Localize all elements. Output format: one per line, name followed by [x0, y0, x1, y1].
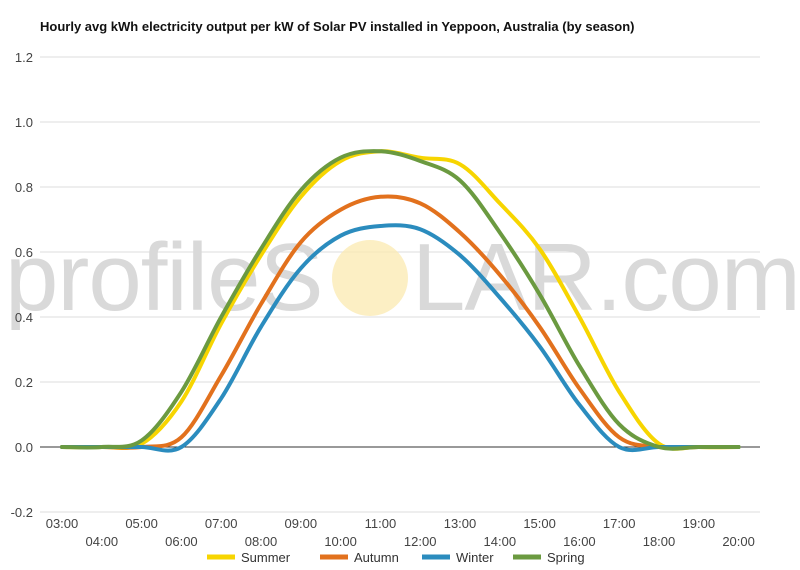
x-tick-label: 14:00	[484, 534, 517, 549]
x-tick-label: 07:00	[205, 516, 238, 531]
legend-label: Autumn	[354, 550, 399, 565]
y-tick-label: 1.0	[15, 115, 33, 130]
watermark: profileS LAR.com	[5, 224, 800, 331]
x-tick-label: 08:00	[245, 534, 278, 549]
legend-label: Summer	[241, 550, 291, 565]
y-tick-label: 1.2	[15, 50, 33, 65]
legend-label: Spring	[547, 550, 585, 565]
watermark-text-right: LAR.com	[412, 224, 800, 331]
x-tick-label: 03:00	[46, 516, 79, 531]
series-line-winter	[60, 223, 741, 453]
x-tick-label: 17:00	[603, 516, 636, 531]
x-tick-label: 05:00	[125, 516, 158, 531]
x-tick-label: 12:00	[404, 534, 437, 549]
x-axis: 03:00 04:00 05:00 06:00 07:00 08:00 09:00 10:00…	[46, 516, 755, 549]
x-tick-label: 04:00	[86, 534, 119, 549]
grid-lines	[40, 56, 760, 513]
legend-item-summer: Summer	[207, 550, 291, 565]
y-tick-label: -0.2	[11, 505, 33, 520]
series-lines	[60, 149, 741, 453]
y-tick-label: 0.2	[15, 375, 33, 390]
watermark-sun-icon	[332, 240, 408, 316]
y-tick-label: 0.0	[15, 440, 33, 455]
legend: Summer Autumn Winter Spring	[207, 550, 585, 565]
y-tick-label: 0.8	[15, 180, 33, 195]
legend-item-winter: Winter	[422, 550, 494, 565]
x-tick-label: 06:00	[165, 534, 198, 549]
x-tick-label: 09:00	[285, 516, 318, 531]
series-line-spring	[60, 149, 741, 451]
y-tick-label: 0.4	[15, 310, 33, 325]
legend-item-spring: Spring	[513, 550, 585, 565]
x-tick-label: 19:00	[683, 516, 716, 531]
x-tick-label: 20:00	[722, 534, 755, 549]
x-tick-label: 15:00	[523, 516, 556, 531]
legend-item-autumn: Autumn	[320, 550, 399, 565]
x-tick-label: 18:00	[643, 534, 676, 549]
series-line-autumn	[60, 194, 741, 450]
legend-label: Winter	[456, 550, 494, 565]
y-tick-label: 0.6	[15, 245, 33, 260]
x-tick-label: 16:00	[563, 534, 596, 549]
x-tick-label: 13:00	[444, 516, 477, 531]
y-axis: -0.2 0.0 0.2 0.4 0.6 0.8 1.0 1.2	[11, 50, 33, 520]
x-tick-label: 11:00	[365, 516, 397, 531]
x-tick-label: 10:00	[324, 534, 357, 549]
chart-title: Hourly avg kWh electricity output per kW…	[40, 19, 635, 34]
